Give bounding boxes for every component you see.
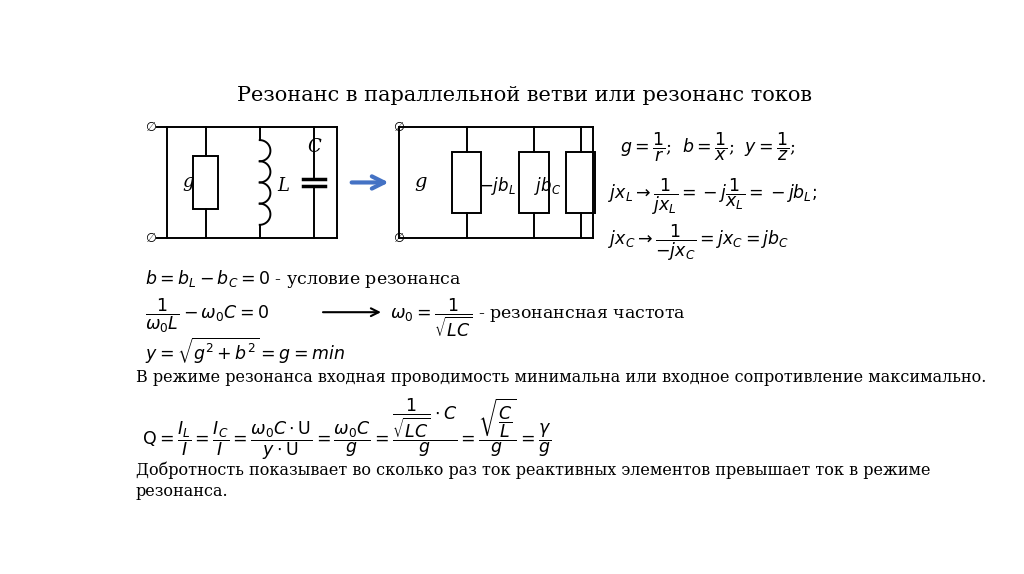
Text: Добротность показывает во сколько раз ток реактивных элементов превышает ток в р: Добротность показывает во сколько раз то…	[136, 461, 930, 479]
Text: $jx_L \rightarrow \dfrac{1}{jx_L} = -j\dfrac{1}{x_L} = -jb_L;$: $jx_L \rightarrow \dfrac{1}{jx_L} = -j\d…	[608, 177, 817, 217]
Text: L: L	[276, 177, 289, 195]
Text: $jx_C \rightarrow \dfrac{1}{-jx_C} = jx_C = jb_C$: $jx_C \rightarrow \dfrac{1}{-jx_C} = jx_…	[608, 223, 790, 263]
Text: $\varnothing$: $\varnothing$	[393, 119, 406, 134]
Text: $b = b_L - b_C = 0$ - условие резонанса: $b = b_L - b_C = 0$ - условие резонанса	[145, 267, 462, 289]
Text: g: g	[182, 173, 195, 192]
Text: $\omega_0 = \dfrac{1}{\sqrt{LC}}$ - резонансная частота: $\omega_0 = \dfrac{1}{\sqrt{LC}}$ - резо…	[390, 297, 686, 339]
Bar	[452, 152, 481, 214]
Bar	[566, 152, 595, 214]
Bar	[519, 152, 549, 214]
Text: $\dfrac{1}{\omega_0 L} - \omega_0 C = 0$: $\dfrac{1}{\omega_0 L} - \omega_0 C = 0$	[145, 297, 269, 335]
Text: $jb_C$: $jb_C$	[535, 175, 561, 197]
Text: $\varnothing$: $\varnothing$	[393, 231, 406, 245]
Text: В режиме резонанса входная проводимость минимальна или входное сопротивление мак: В режиме резонанса входная проводимость …	[136, 369, 986, 386]
Text: C: C	[307, 138, 321, 156]
Bar	[194, 156, 218, 210]
Text: резонанса.: резонанса.	[136, 483, 228, 500]
Text: $\mathrm{Q} = \dfrac{I_L}{I} = \dfrac{I_C}{I} = \dfrac{\omega_0 C \cdot \mathrm{: $\mathrm{Q} = \dfrac{I_L}{I} = \dfrac{I_…	[142, 396, 551, 461]
Text: $-jb_L$: $-jb_L$	[479, 175, 516, 197]
Text: $y = \sqrt{g^2 + b^2} = g = min$: $y = \sqrt{g^2 + b^2} = g = min$	[145, 335, 345, 366]
Text: g: g	[415, 173, 427, 192]
Text: $\varnothing$: $\varnothing$	[145, 119, 158, 134]
Text: Резонанс в параллельной ветви или резонанс токов: Резонанс в параллельной ветви или резона…	[238, 86, 812, 105]
Text: $\varnothing$: $\varnothing$	[145, 231, 158, 245]
Text: $g = \dfrac{1}{r}$;  $b = \dfrac{1}{x}$;  $y = \dfrac{1}{z}$;: $g = \dfrac{1}{r}$; $b = \dfrac{1}{x}$; …	[621, 130, 796, 164]
